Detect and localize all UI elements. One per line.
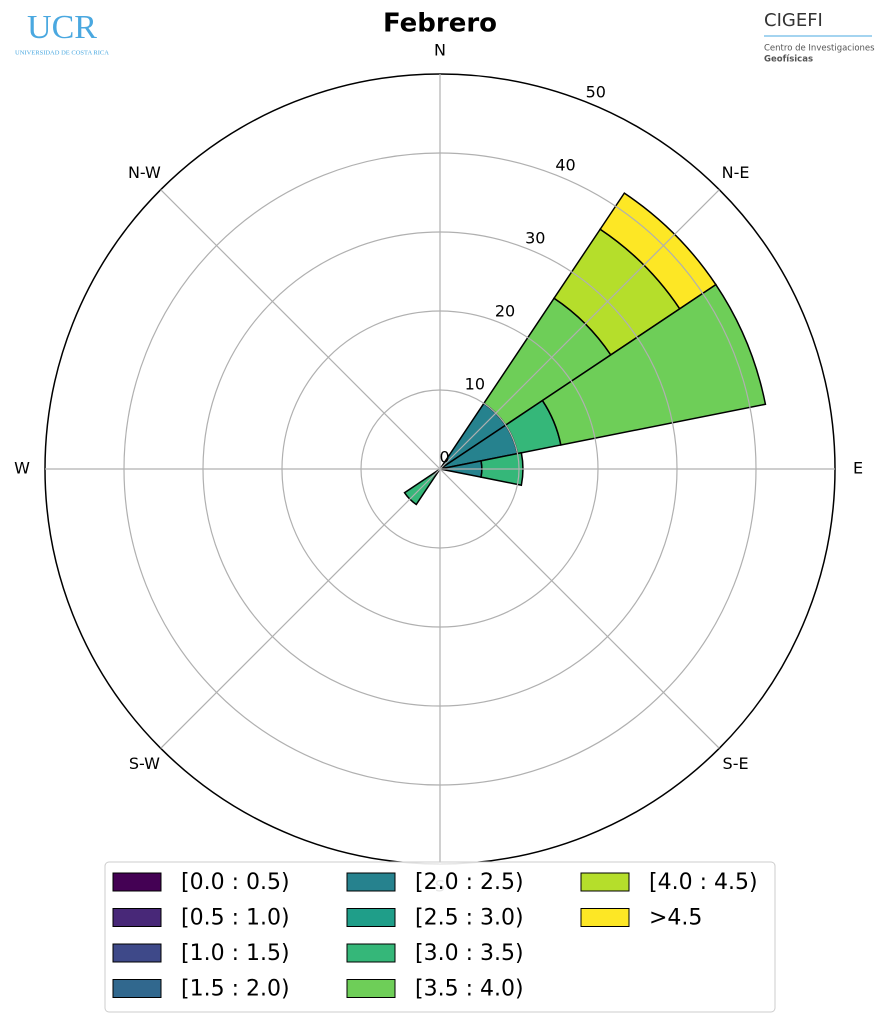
spoke	[160, 468, 441, 749]
legend-label: [3.5 : 4.0)	[415, 977, 524, 1002]
direction-label: S-W	[129, 754, 160, 773]
direction-label: N-E	[722, 163, 750, 182]
direction-label: E	[853, 459, 863, 478]
chart-title: Febrero	[383, 9, 497, 39]
r-tick-label: 50	[586, 82, 606, 101]
spoke	[439, 189, 720, 470]
legend-swatch	[580, 872, 630, 892]
legend-swatch	[112, 872, 162, 892]
legend-label: [2.5 : 3.0)	[415, 906, 524, 931]
legend-label: [0.5 : 1.0)	[181, 906, 290, 931]
legend-label: [1.0 : 1.5)	[181, 941, 290, 966]
direction-label: S-E	[723, 754, 749, 773]
spoke	[160, 189, 441, 470]
legend-label: >4.5	[649, 906, 702, 931]
r-tick-label: 0	[439, 447, 449, 466]
logo-left: UCR	[27, 9, 97, 46]
direction-label: N	[434, 41, 446, 60]
r-tick-label: 30	[525, 228, 545, 247]
legend-label: [4.0 : 4.5)	[649, 870, 758, 895]
wedge	[541, 283, 767, 446]
legend-swatch	[112, 908, 162, 927]
legend-label: [1.5 : 2.0)	[181, 977, 290, 1002]
r-tick-label: 40	[555, 155, 575, 174]
r-tick-label: 20	[495, 301, 515, 320]
legend-box	[104, 861, 776, 1013]
legend-label: [3.0 : 3.5)	[415, 941, 524, 966]
legend-label: [0.0 : 0.5)	[181, 870, 290, 895]
legend-swatch	[112, 943, 162, 963]
legend-swatch	[580, 908, 630, 927]
logo-right: CIGEFI	[764, 10, 823, 31]
legend-swatch	[346, 872, 396, 892]
legend-swatch	[346, 979, 396, 998]
legend: [0.0 : 0.5) [0.5 : 1.0) [1.0 : 1.5) [1.5 : …	[104, 861, 776, 1013]
logo-right-sub: Centro de Investigaciones	[764, 44, 875, 54]
legend-swatch	[112, 979, 162, 998]
legend-swatch	[346, 908, 396, 927]
legend-swatch	[346, 943, 396, 963]
direction-label: N-W	[128, 163, 161, 182]
r-tick-label: 10	[465, 374, 485, 393]
logo-right-sub: Geofísicas	[764, 55, 813, 65]
spoke	[439, 468, 720, 749]
logo-left-sub: UNIVERSIDAD DE COSTA RICA	[15, 49, 109, 56]
legend-label: [2.0 : 2.5)	[415, 870, 524, 895]
direction-label: W	[14, 459, 30, 478]
